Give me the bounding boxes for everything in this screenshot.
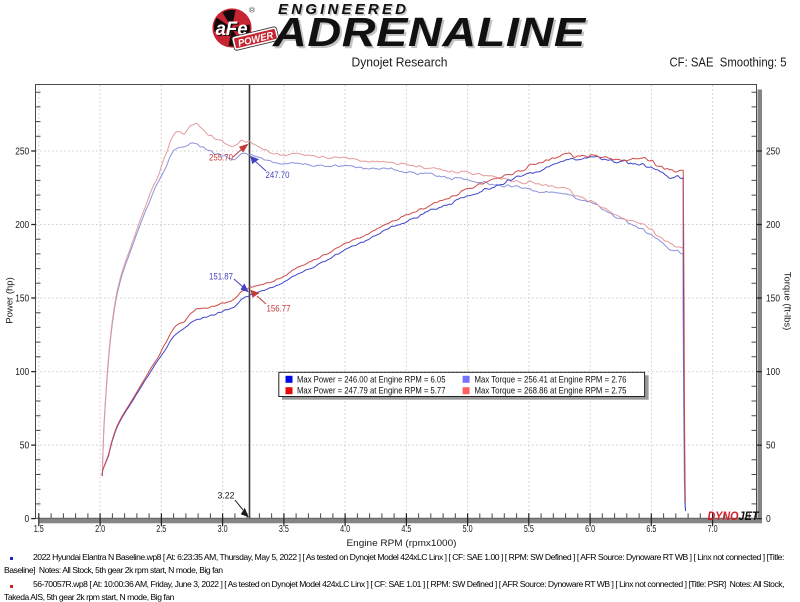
svg-text:Max Torque = 256.41 at Engine: Max Torque = 256.41 at Engine RPM = 2.76 <box>475 374 627 384</box>
svg-text:4.0: 4.0 <box>340 524 350 535</box>
svg-text:200: 200 <box>15 220 29 231</box>
svg-text:Power (hp): Power (hp) <box>5 277 16 323</box>
svg-text:R: R <box>250 8 254 14</box>
svg-text:4.5: 4.5 <box>401 524 411 535</box>
svg-text:50: 50 <box>766 440 776 451</box>
svg-text:2.0: 2.0 <box>95 524 105 535</box>
svg-text:Max Power = 247.79 at Engine R: Max Power = 247.79 at Engine RPM = 5.77 <box>297 386 446 396</box>
svg-text:247.70: 247.70 <box>266 170 290 181</box>
svg-text:255.70: 255.70 <box>209 153 233 164</box>
svg-text:250: 250 <box>15 146 29 157</box>
svg-text:5.0: 5.0 <box>463 524 473 535</box>
svg-text:100: 100 <box>766 367 780 378</box>
svg-text:Max Power = 246.00 at Engine R: Max Power = 246.00 at Engine RPM = 6.05 <box>297 374 446 384</box>
svg-text:0: 0 <box>25 514 30 525</box>
svg-text:0: 0 <box>766 514 771 525</box>
svg-text:3.22: 3.22 <box>218 491 235 502</box>
svg-text:151.87: 151.87 <box>209 272 233 283</box>
svg-text:7.0: 7.0 <box>708 524 718 535</box>
svg-text:150: 150 <box>15 293 29 304</box>
svg-text:50: 50 <box>20 440 30 451</box>
svg-text:200: 200 <box>766 220 780 231</box>
svg-text:JET: JET <box>739 511 760 523</box>
svg-text:Dynojet Research: Dynojet Research <box>352 56 448 70</box>
svg-text:156.77: 156.77 <box>267 304 291 315</box>
svg-text:250: 250 <box>766 146 780 157</box>
svg-text:3.0: 3.0 <box>218 524 228 535</box>
svg-text:1.5: 1.5 <box>34 524 44 535</box>
svg-text:Torque (ft-lbs): Torque (ft-lbs) <box>782 272 793 331</box>
svg-text:3.5: 3.5 <box>279 524 289 535</box>
svg-text:150: 150 <box>766 293 780 304</box>
svg-text:2.5: 2.5 <box>156 524 166 535</box>
svg-text:CF: SAE Smoothing: 5: CF: SAE Smoothing: 5 <box>670 56 787 70</box>
svg-text:5.5: 5.5 <box>524 524 534 535</box>
svg-text:DYNO: DYNO <box>708 511 739 523</box>
svg-text:Engine RPM (rpmx1000): Engine RPM (rpmx1000) <box>347 538 457 549</box>
svg-text:Max Torque = 268.86 at Engine: Max Torque = 268.86 at Engine RPM = 2.75 <box>475 386 627 396</box>
svg-text:6.5: 6.5 <box>646 524 656 535</box>
svg-text:100: 100 <box>15 367 29 378</box>
svg-text:6.0: 6.0 <box>585 524 595 535</box>
